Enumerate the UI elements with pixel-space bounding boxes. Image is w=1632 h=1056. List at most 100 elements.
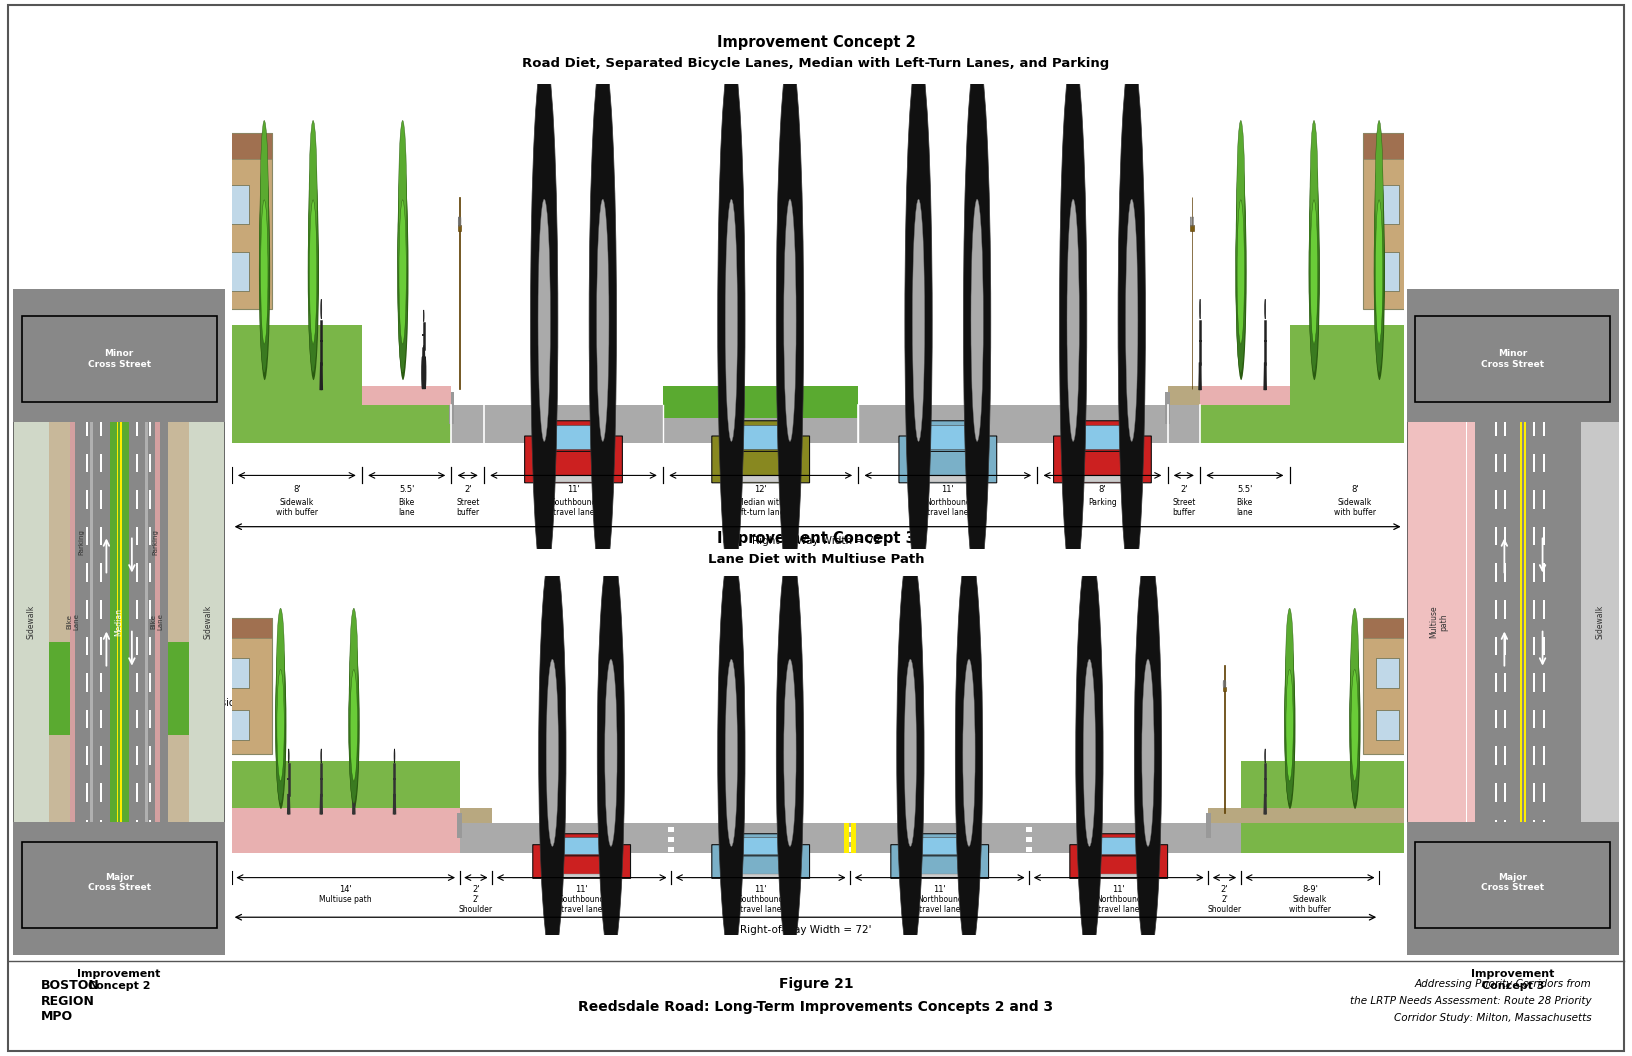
Text: Road Diet, Separated Bicycle Lanes, Median with Left-Turn Lanes, and Parking: Road Diet, Separated Bicycle Lanes, Medi… xyxy=(522,57,1110,70)
Text: Improvement Concept 2: Improvement Concept 2 xyxy=(716,35,916,50)
Bar xyxy=(904,837,974,854)
Text: 2': 2' xyxy=(472,885,480,894)
Text: 11': 11' xyxy=(934,885,947,894)
Bar xyxy=(1421,659,1446,689)
FancyBboxPatch shape xyxy=(1071,845,1167,879)
Bar xyxy=(726,426,796,449)
Circle shape xyxy=(896,545,924,961)
Bar xyxy=(100,747,103,765)
FancyBboxPatch shape xyxy=(891,845,989,879)
Bar xyxy=(100,380,103,399)
Circle shape xyxy=(1310,120,1319,279)
Bar xyxy=(1505,819,1506,838)
Bar xyxy=(1495,892,1497,911)
Bar xyxy=(1505,307,1506,326)
Bar xyxy=(1363,618,1469,638)
Bar xyxy=(485,404,663,444)
Bar xyxy=(1495,307,1497,326)
Bar xyxy=(1505,454,1506,472)
Bar xyxy=(1532,380,1536,399)
Circle shape xyxy=(1374,164,1386,380)
Circle shape xyxy=(398,171,408,373)
Circle shape xyxy=(539,200,550,441)
Bar xyxy=(86,856,88,874)
Bar xyxy=(1505,417,1506,436)
Bar xyxy=(149,527,150,546)
Circle shape xyxy=(904,51,932,589)
Bar xyxy=(100,600,103,619)
Bar xyxy=(149,454,150,472)
Bar xyxy=(135,527,139,546)
Circle shape xyxy=(1126,200,1138,441)
Bar xyxy=(1532,892,1536,911)
Bar xyxy=(13,822,225,955)
Bar xyxy=(667,847,674,851)
Circle shape xyxy=(310,200,317,344)
Bar xyxy=(1289,325,1420,404)
Bar xyxy=(1080,872,1095,876)
Circle shape xyxy=(1309,164,1320,380)
Bar xyxy=(783,872,800,876)
Bar xyxy=(1495,674,1497,692)
Bar xyxy=(86,490,88,509)
Bar xyxy=(225,659,250,689)
Bar xyxy=(135,600,139,619)
Bar xyxy=(86,782,88,802)
Bar xyxy=(149,929,150,948)
Circle shape xyxy=(1374,171,1384,373)
FancyBboxPatch shape xyxy=(1415,316,1611,402)
Bar xyxy=(135,344,139,362)
Text: MPO: MPO xyxy=(41,1011,73,1023)
Bar xyxy=(232,808,460,823)
Circle shape xyxy=(1237,120,1245,279)
Text: Street
buffer: Street buffer xyxy=(455,497,480,517)
Bar xyxy=(100,527,103,546)
Text: Bike
lane: Bike lane xyxy=(1237,497,1253,517)
Circle shape xyxy=(1284,647,1294,804)
Circle shape xyxy=(1350,647,1359,804)
Circle shape xyxy=(1075,545,1103,961)
Circle shape xyxy=(259,164,271,380)
Text: the LRTP Needs Assessment: Route 28 Priority: the LRTP Needs Assessment: Route 28 Prio… xyxy=(1350,996,1591,1006)
Bar xyxy=(460,823,1240,853)
Bar xyxy=(1222,687,1226,692)
Bar xyxy=(1505,564,1506,582)
Bar xyxy=(362,385,452,404)
FancyBboxPatch shape xyxy=(726,420,796,451)
Bar xyxy=(1376,186,1399,224)
Circle shape xyxy=(530,51,558,589)
Bar xyxy=(1542,307,1544,326)
Bar xyxy=(1542,674,1544,692)
Circle shape xyxy=(398,200,406,344)
Bar xyxy=(135,417,139,436)
Bar xyxy=(100,819,103,838)
Bar xyxy=(667,827,674,832)
Bar xyxy=(70,289,75,955)
Text: 5.5': 5.5' xyxy=(1237,485,1252,494)
Bar xyxy=(1542,782,1544,802)
Circle shape xyxy=(605,659,617,847)
Bar xyxy=(86,454,88,472)
Bar xyxy=(1532,710,1536,729)
Bar xyxy=(1495,929,1497,948)
Bar xyxy=(166,133,273,308)
Bar xyxy=(149,417,150,436)
Bar xyxy=(168,642,189,735)
Text: Bike
Lane: Bike Lane xyxy=(65,614,78,630)
Bar xyxy=(1407,822,1619,955)
Bar xyxy=(1080,873,1157,878)
Bar xyxy=(232,404,1404,444)
Bar xyxy=(1495,344,1497,362)
Text: Northbound
travel lane: Northbound travel lane xyxy=(1095,894,1142,914)
FancyBboxPatch shape xyxy=(1067,420,1138,451)
Bar xyxy=(232,325,362,404)
Bar xyxy=(460,808,493,823)
Circle shape xyxy=(1235,171,1245,373)
Bar xyxy=(1505,674,1506,692)
Bar xyxy=(90,289,93,955)
Text: 12': 12' xyxy=(754,485,767,494)
Bar xyxy=(1167,385,1420,404)
Bar xyxy=(1542,380,1544,399)
Bar xyxy=(1532,344,1536,362)
Bar xyxy=(13,289,225,422)
